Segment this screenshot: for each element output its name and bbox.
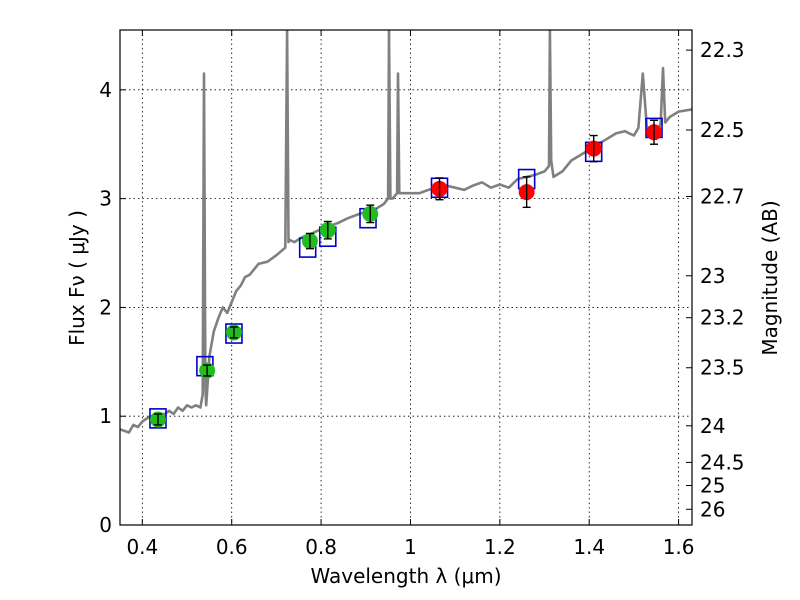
x-tick-label: 1.4 xyxy=(573,535,605,559)
y-tick-label: 1 xyxy=(99,404,112,428)
y2-tick-label: 23.2 xyxy=(700,306,745,330)
y2-tick-label: 25 xyxy=(700,474,725,498)
y2-tick-label: 23.5 xyxy=(700,356,745,380)
y-tick-label: 3 xyxy=(99,187,112,211)
y-tick-label: 2 xyxy=(99,295,112,319)
y2-tick-label: 26 xyxy=(700,497,725,521)
x-tick-label: 0.4 xyxy=(126,535,158,559)
y-tick-label: 4 xyxy=(99,78,112,102)
y2-tick-label: 22.3 xyxy=(700,38,745,62)
y2-tick-label: 23 xyxy=(700,264,725,288)
x-tick-label: 0.6 xyxy=(216,535,248,559)
x-tick-label: 1 xyxy=(404,535,417,559)
y-axis-label: Flux Fν ( μJy ) xyxy=(65,210,89,346)
x-tick-label: 1.6 xyxy=(663,535,695,559)
y2-tick-label: 22.5 xyxy=(700,118,745,142)
model-band-box xyxy=(225,323,243,344)
y2-tick-label: 24.5 xyxy=(700,450,745,474)
x-axis-label: Wavelength λ (μm) xyxy=(310,564,501,588)
plot-frame xyxy=(119,29,693,526)
y-tick-label: 0 xyxy=(99,513,112,537)
y2-tick-label: 22.7 xyxy=(700,184,745,208)
photometry-points xyxy=(149,119,663,428)
model-band-boxes xyxy=(149,117,663,429)
x-tick-label: 1.2 xyxy=(484,535,516,559)
x-tick-label: 0.8 xyxy=(305,535,337,559)
ticks: 0.4 0.6 0.8 1 1.2 1.4 1.60123422.322.522.72323… xyxy=(99,30,745,559)
y2-tick-label: 24 xyxy=(700,414,725,438)
right-y-axis-label: Magnitude (AB) xyxy=(758,200,782,355)
model-band-box xyxy=(149,408,167,429)
